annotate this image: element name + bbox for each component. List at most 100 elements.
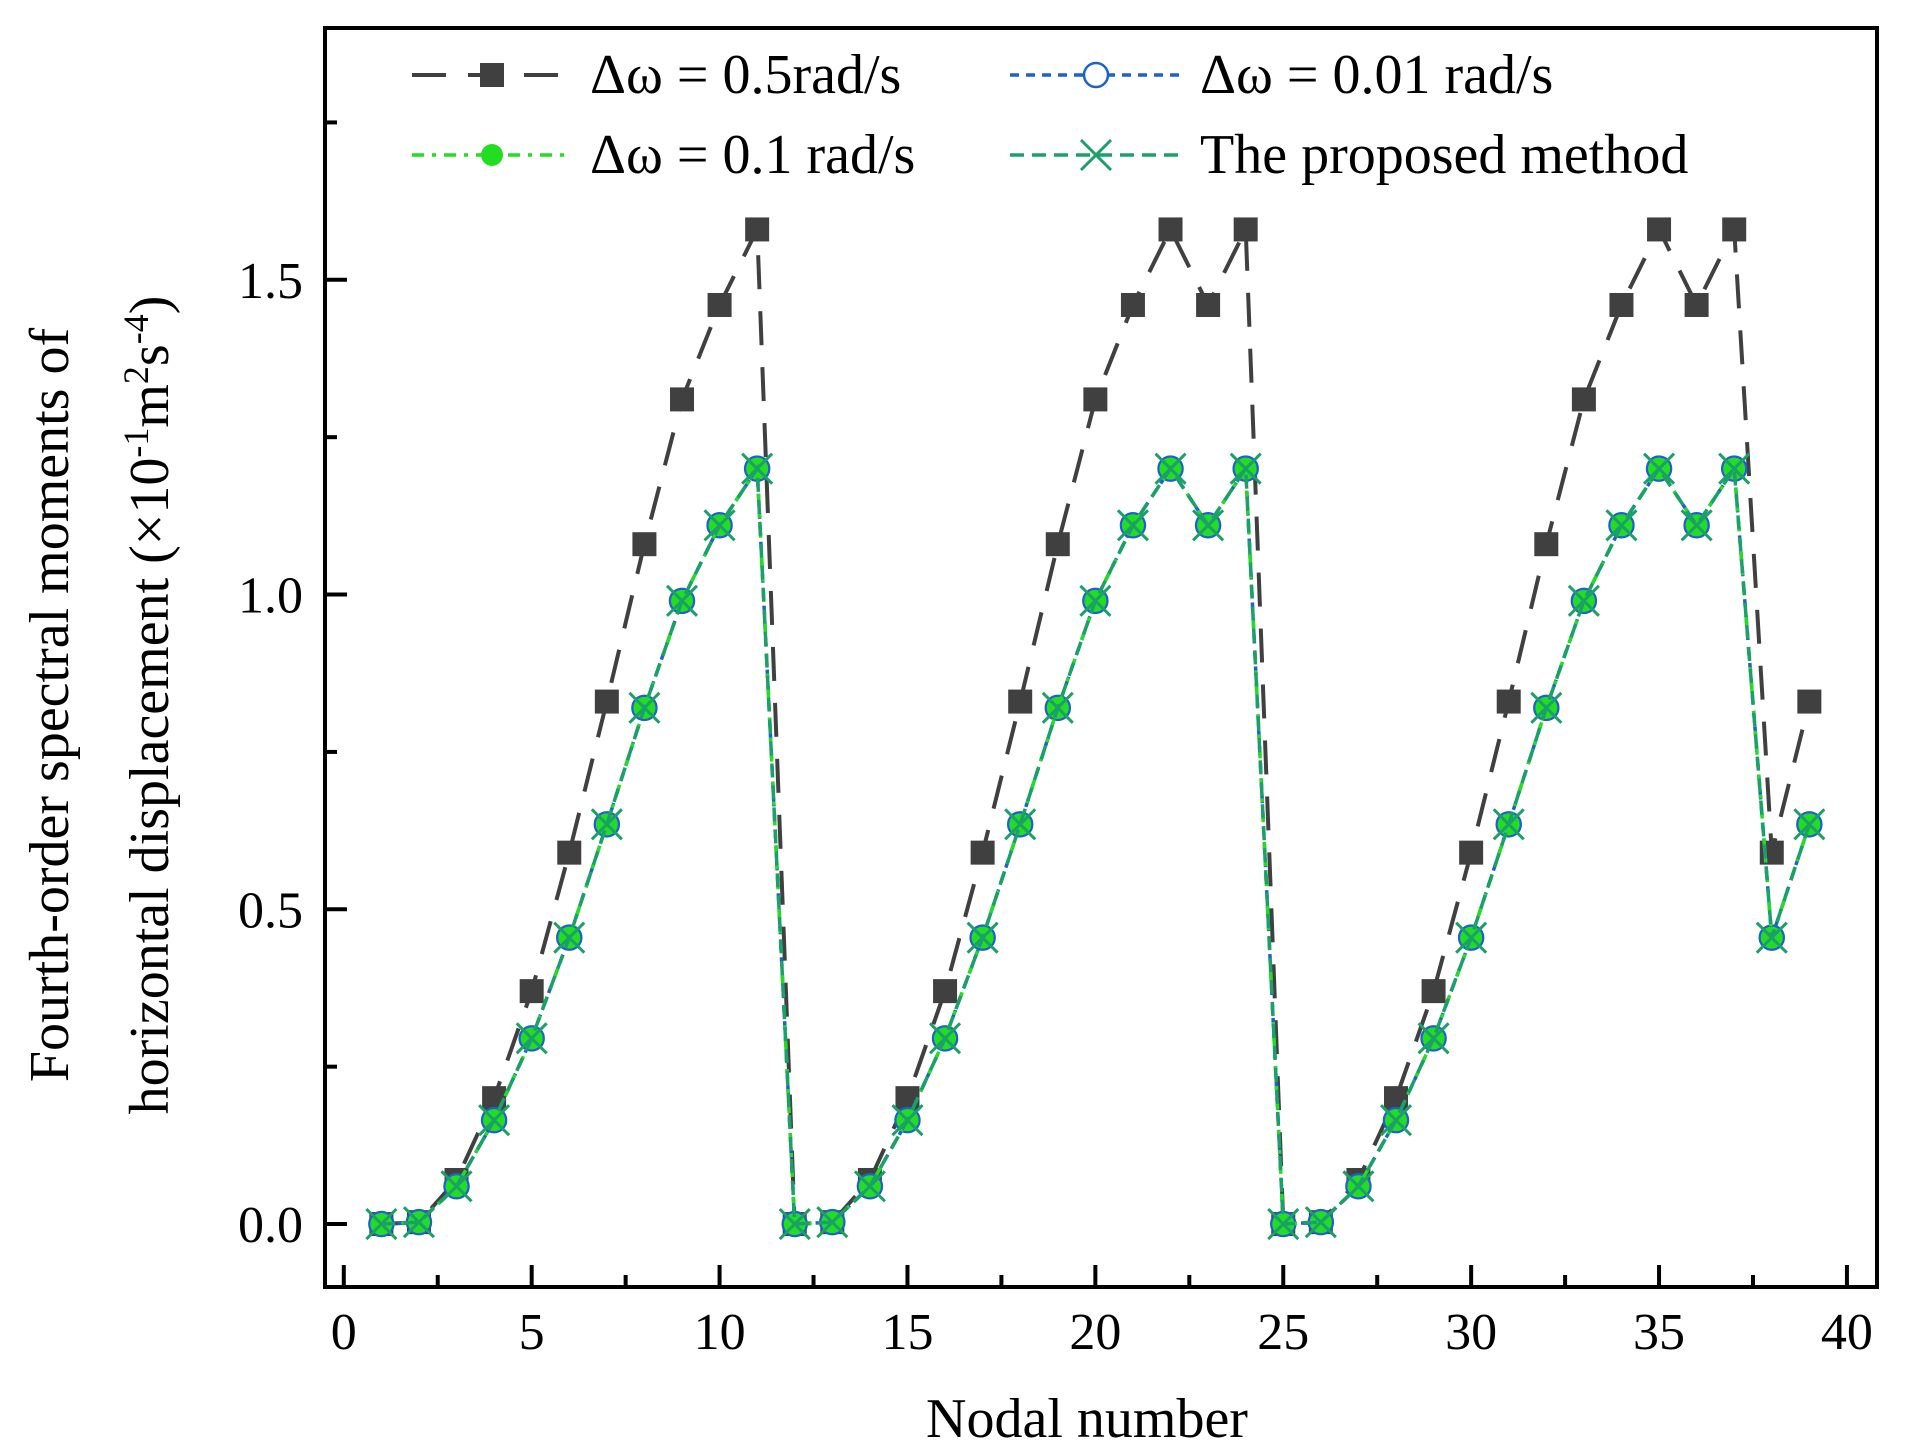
data-point bbox=[1567, 584, 1600, 617]
legend-marker bbox=[1082, 61, 1110, 89]
legend-label: Δω = 0.01 rad/s bbox=[1200, 44, 1553, 106]
data-point bbox=[970, 840, 995, 865]
data-point bbox=[515, 1022, 548, 1055]
data-point bbox=[933, 979, 958, 1004]
data-point bbox=[966, 921, 999, 954]
data-point bbox=[440, 1170, 473, 1203]
data-point bbox=[402, 1206, 436, 1239]
data-point bbox=[1459, 840, 1484, 865]
data-point bbox=[1605, 509, 1638, 542]
data-point bbox=[365, 1207, 398, 1241]
data-point bbox=[665, 584, 699, 617]
data-point bbox=[1120, 292, 1145, 317]
series-layer bbox=[365, 217, 1826, 1241]
x-tick-label: 0 bbox=[331, 1304, 357, 1361]
data-point bbox=[594, 689, 619, 714]
data-point bbox=[853, 1170, 886, 1203]
data-point bbox=[703, 509, 736, 542]
data-point bbox=[891, 1104, 924, 1137]
legend-item-1: Δω = 0.5rad/s bbox=[412, 44, 901, 106]
y-axis-title-line2: horizontal displacement (×10-1m2s-4) bbox=[116, 296, 181, 1115]
legend-marker bbox=[481, 144, 503, 166]
x-axis-title: Nodal number bbox=[926, 1388, 1248, 1450]
x-tick-label: 25 bbox=[1257, 1304, 1309, 1361]
data-point bbox=[1496, 689, 1521, 714]
data-point bbox=[741, 452, 774, 485]
data-point bbox=[1793, 808, 1826, 841]
x-tick-label: 10 bbox=[694, 1304, 746, 1361]
legend-label: Δω = 0.5rad/s bbox=[590, 44, 901, 106]
data-point bbox=[1041, 691, 1074, 724]
series-4 bbox=[365, 452, 1826, 1241]
legend-item-2: Δω = 0.01 rad/s bbox=[1010, 44, 1553, 106]
data-point bbox=[1680, 509, 1713, 542]
data-point bbox=[1008, 689, 1033, 714]
data-point bbox=[1116, 509, 1150, 542]
data-point bbox=[816, 1206, 849, 1239]
data-point bbox=[1083, 387, 1108, 412]
data-point bbox=[1421, 979, 1446, 1004]
data-point bbox=[1684, 292, 1709, 317]
data-point bbox=[707, 292, 732, 317]
data-point bbox=[928, 1022, 962, 1055]
y-axis-title-line1: Fourth-order spectral moments of bbox=[19, 328, 81, 1083]
data-point bbox=[1229, 452, 1262, 485]
legend-marker bbox=[1079, 138, 1113, 172]
data-point bbox=[1718, 452, 1751, 485]
data-point bbox=[1455, 921, 1488, 954]
data-point bbox=[1079, 584, 1112, 617]
data-point bbox=[478, 1104, 511, 1137]
legend-item-3: Δω = 0.1 rad/s bbox=[412, 124, 915, 186]
data-point bbox=[1045, 532, 1070, 557]
data-point bbox=[1154, 452, 1187, 485]
data-point bbox=[1233, 217, 1258, 242]
data-point bbox=[1722, 217, 1747, 242]
data-point bbox=[1492, 808, 1525, 841]
y-tick-label: 1.5 bbox=[238, 253, 303, 310]
data-point bbox=[745, 217, 770, 242]
data-point bbox=[1004, 808, 1037, 841]
x-tick-label: 40 bbox=[1821, 1304, 1873, 1361]
x-tick-label: 35 bbox=[1633, 1304, 1685, 1361]
data-point bbox=[1609, 292, 1634, 317]
data-point bbox=[519, 979, 544, 1004]
data-point bbox=[557, 840, 582, 865]
y-tick-label: 0.5 bbox=[238, 882, 303, 939]
x-tick-label: 20 bbox=[1069, 1304, 1121, 1361]
data-point bbox=[1196, 292, 1221, 317]
data-point bbox=[1383, 1086, 1408, 1111]
legend-label: The proposed method bbox=[1200, 124, 1688, 186]
data-point bbox=[1158, 217, 1183, 242]
data-point bbox=[1304, 1206, 1337, 1239]
x-tick-label: 15 bbox=[881, 1304, 933, 1361]
data-point bbox=[669, 387, 694, 412]
y-tick-label: 1.0 bbox=[238, 568, 303, 625]
plot-frame bbox=[323, 26, 1879, 1289]
data-point bbox=[1755, 921, 1788, 954]
legend-label: Δω = 0.1 rad/s bbox=[590, 124, 915, 186]
legend: Δω = 0.5rad/s Δω = 0.01 rad/s Δω = 0.1 rad… bbox=[412, 44, 1688, 186]
data-point bbox=[778, 1207, 811, 1241]
data-point bbox=[1647, 217, 1672, 242]
data-point bbox=[553, 921, 586, 954]
data-point bbox=[1379, 1104, 1413, 1137]
data-point bbox=[1642, 452, 1676, 485]
x-tick-label: 30 bbox=[1445, 1304, 1497, 1361]
data-point bbox=[1342, 1170, 1375, 1203]
y-tick-label: 0.0 bbox=[238, 1197, 303, 1254]
data-point bbox=[1797, 689, 1822, 714]
x-tick-label: 5 bbox=[519, 1304, 545, 1361]
data-point bbox=[1267, 1207, 1300, 1241]
legend-marker bbox=[480, 63, 504, 87]
legend-item-4: The proposed method bbox=[1010, 124, 1688, 186]
data-point bbox=[1534, 532, 1559, 557]
data-point bbox=[590, 808, 623, 841]
data-point bbox=[632, 532, 657, 557]
data-point bbox=[1530, 691, 1563, 724]
data-point bbox=[1417, 1022, 1450, 1055]
data-point bbox=[628, 691, 661, 724]
axes: 0 5 10 15 20 25 30 35 40 0.0 0.5 1.0 1.5 bbox=[238, 26, 1879, 1361]
data-point bbox=[1571, 387, 1596, 412]
